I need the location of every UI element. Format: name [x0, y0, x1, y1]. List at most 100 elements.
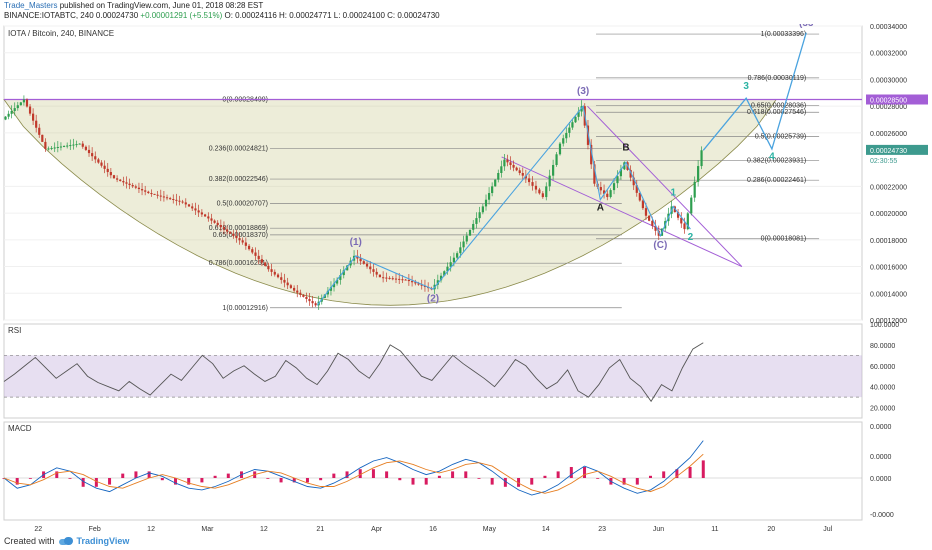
candle-body — [481, 206, 484, 213]
tradingview-cloud-icon — [58, 537, 73, 545]
candle-body — [629, 169, 632, 178]
rsi-title: RSI — [8, 326, 21, 335]
fib-level-label: 0.65(0.00028036) — [751, 103, 806, 110]
x-tick: 23 — [598, 526, 606, 533]
candle-body — [156, 194, 159, 196]
candle-body — [134, 186, 137, 188]
candle-body — [497, 173, 500, 180]
main-y-tick: 0.00030000 — [870, 77, 907, 84]
footer: Created with TradingView — [4, 536, 129, 546]
macd-title: MACD — [8, 424, 32, 433]
candle-body — [538, 189, 541, 194]
main-y-tick: 0.00014000 — [870, 291, 907, 298]
macd-line — [3, 440, 704, 496]
x-tick: Jun — [653, 526, 664, 533]
wave-label: 3 — [743, 81, 749, 92]
countdown-label: 02:30:55 — [870, 158, 897, 165]
candle-body — [241, 240, 244, 243]
candle-body — [654, 225, 657, 231]
candle-body — [32, 113, 35, 121]
candle-body — [200, 212, 203, 215]
macd-histogram-bar — [174, 478, 178, 485]
candle-body — [446, 266, 449, 272]
macd-histogram-bar — [688, 467, 692, 478]
candle-body — [7, 113, 10, 117]
candle-body — [181, 201, 184, 203]
macd-histogram-bar — [503, 478, 507, 487]
candle-body — [500, 166, 503, 173]
candle-body — [407, 279, 410, 282]
x-tick: Apr — [371, 526, 383, 533]
candle-body — [326, 290, 329, 295]
x-tick: 11 — [711, 526, 718, 533]
candle-body — [153, 193, 156, 195]
candle-body — [159, 195, 162, 197]
macd-histogram-bar — [200, 478, 204, 483]
publish-info: published on TradingView.com, June 01, 2… — [59, 1, 264, 10]
candle-body — [635, 185, 638, 193]
rsi-y-tick: 60.0000 — [870, 364, 895, 371]
wave-label: 1 — [670, 188, 676, 199]
candle-body — [289, 285, 292, 288]
macd-histogram-bar — [147, 471, 151, 478]
candle-body — [590, 144, 593, 165]
candle-body — [599, 187, 602, 191]
candle-body — [472, 223, 475, 230]
candle-body — [565, 132, 568, 139]
macd-histogram-bar — [451, 471, 455, 478]
candle-body — [299, 292, 302, 295]
candle-body — [531, 182, 534, 186]
candle-body — [452, 257, 456, 263]
candle-body — [267, 265, 270, 270]
main-y-tick: 0.00020000 — [870, 211, 907, 218]
candle-body — [534, 185, 538, 190]
macd-histogram-bar — [108, 478, 112, 485]
fib-level-label: 1(0.00012916) — [222, 305, 268, 312]
wave-label: (55 — [799, 24, 814, 29]
macd-y-tick: -0.0000 — [870, 512, 894, 519]
author-link[interactable]: Trade_Masters — [4, 1, 58, 10]
candle-body — [541, 193, 544, 198]
candle-body — [69, 145, 72, 147]
candle-body — [13, 108, 16, 111]
main-y-tick: 0.00032000 — [870, 51, 907, 58]
candle-body — [106, 168, 109, 173]
symbol-label: BINANCE:IOTABTC, 240 — [4, 11, 94, 20]
cup-shading — [3, 99, 777, 306]
candle-body — [524, 175, 527, 179]
candle-body — [66, 145, 69, 147]
candle-body — [119, 179, 122, 182]
ohlc-values: O: 0.00024116 H: 0.00024771 L: 0.0002410… — [224, 11, 440, 20]
candle-body — [439, 275, 443, 281]
fib-level-label: 0.5(0.00020707) — [217, 201, 268, 208]
candle-body — [225, 229, 229, 232]
candle-body — [417, 283, 420, 285]
candle-body — [293, 287, 296, 291]
candle-body — [574, 116, 577, 123]
fib-level-label: 1(0.00033396) — [761, 31, 807, 38]
candle-body — [420, 284, 423, 286]
macd-histogram-bar — [81, 478, 85, 487]
candle-body — [329, 287, 333, 291]
main-pane — [3, 25, 863, 321]
candle-body — [335, 279, 339, 284]
candle-body — [59, 146, 63, 148]
x-tick: 16 — [429, 526, 437, 533]
macd-histogram-bar — [371, 469, 375, 478]
candle-body — [222, 227, 226, 230]
macd-histogram-bar — [28, 478, 32, 479]
tradingview-brand[interactable]: TradingView — [76, 536, 130, 546]
candle-body — [175, 199, 178, 201]
candle-body — [676, 212, 680, 218]
x-tick: 22 — [34, 526, 42, 533]
candle-body — [562, 138, 565, 144]
candle-body — [404, 279, 407, 281]
chart-area[interactable]: 0.00034000 0.00032000 0.00030000 0.00028000… — [0, 24, 932, 534]
macd-histogram-bar — [292, 478, 296, 483]
candle-body — [697, 166, 700, 182]
candle-body — [593, 164, 596, 184]
macd-histogram-bar — [398, 478, 402, 481]
candle-body — [571, 122, 574, 128]
candle-body — [109, 172, 112, 176]
macd-y-tick: 0.0000 — [870, 476, 892, 483]
